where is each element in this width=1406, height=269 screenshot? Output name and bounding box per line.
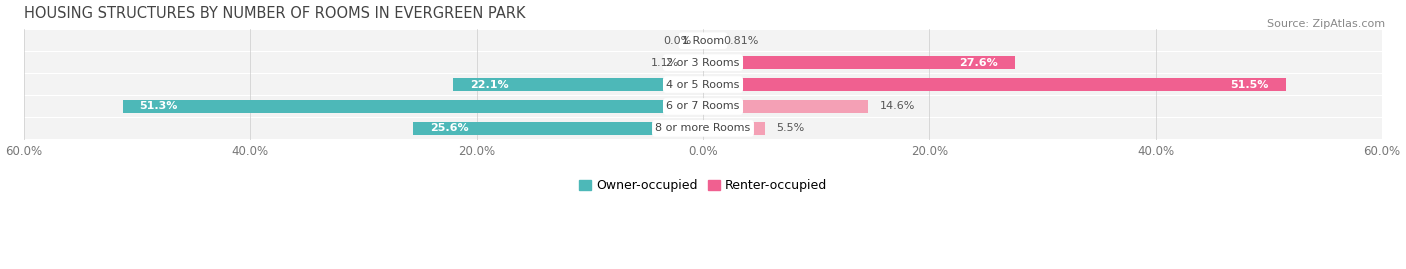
- Bar: [122, 100, 703, 113]
- Text: 22.1%: 22.1%: [470, 80, 509, 90]
- Bar: [24, 52, 1382, 73]
- Bar: [703, 78, 1285, 91]
- Bar: [703, 56, 1015, 69]
- Text: 25.6%: 25.6%: [430, 123, 470, 133]
- Text: HOUSING STRUCTURES BY NUMBER OF ROOMS IN EVERGREEN PARK: HOUSING STRUCTURES BY NUMBER OF ROOMS IN…: [24, 6, 526, 20]
- Bar: [413, 122, 703, 135]
- Bar: [703, 34, 713, 48]
- Text: 6 or 7 Rooms: 6 or 7 Rooms: [666, 101, 740, 111]
- Text: 51.3%: 51.3%: [139, 101, 179, 111]
- Text: 1.1%: 1.1%: [651, 58, 679, 68]
- Bar: [453, 78, 703, 91]
- Text: 2 or 3 Rooms: 2 or 3 Rooms: [666, 58, 740, 68]
- Text: 4 or 5 Rooms: 4 or 5 Rooms: [666, 80, 740, 90]
- Legend: Owner-occupied, Renter-occupied: Owner-occupied, Renter-occupied: [579, 179, 827, 192]
- Bar: [24, 74, 1382, 95]
- Bar: [24, 96, 1382, 117]
- Bar: [703, 122, 765, 135]
- Bar: [24, 30, 1382, 51]
- Text: 14.6%: 14.6%: [880, 101, 915, 111]
- Text: 0.0%: 0.0%: [664, 36, 692, 46]
- Text: 51.5%: 51.5%: [1230, 80, 1268, 90]
- Bar: [703, 100, 868, 113]
- Text: 1 Room: 1 Room: [682, 36, 724, 46]
- Text: 27.6%: 27.6%: [959, 58, 998, 68]
- Text: Source: ZipAtlas.com: Source: ZipAtlas.com: [1267, 19, 1385, 29]
- Text: 5.5%: 5.5%: [776, 123, 804, 133]
- Text: 8 or more Rooms: 8 or more Rooms: [655, 123, 751, 133]
- Text: 0.81%: 0.81%: [724, 36, 759, 46]
- Bar: [690, 56, 703, 69]
- Bar: [24, 118, 1382, 139]
